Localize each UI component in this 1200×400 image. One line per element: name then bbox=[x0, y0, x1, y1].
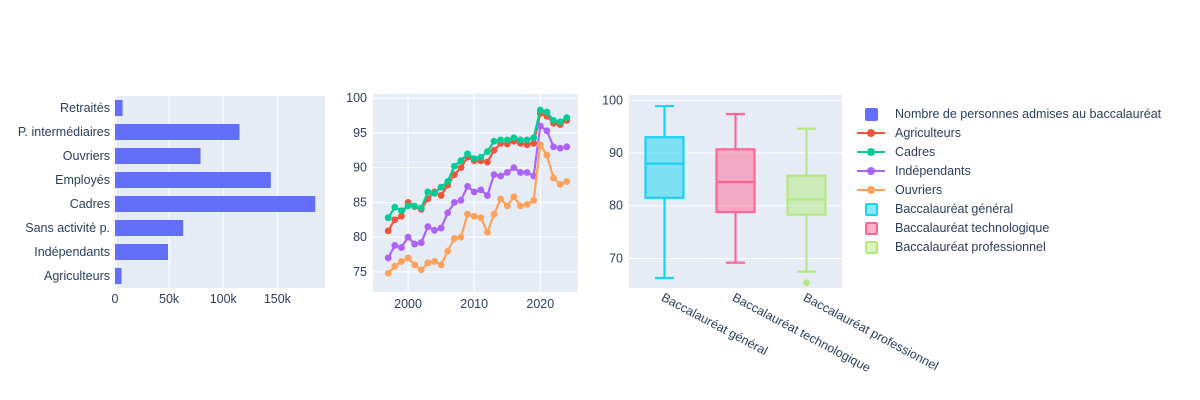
line-x-tick-label: 2010 bbox=[460, 297, 488, 311]
bar-category-label: Employés bbox=[55, 173, 110, 187]
bar[interactable] bbox=[115, 244, 169, 260]
box-y-tick-label: 90 bbox=[609, 146, 623, 160]
bar-category-label: P. intermédiaires bbox=[18, 125, 110, 139]
legend-item-label: Baccalauréat général bbox=[895, 201, 1014, 216]
bar-category-label: Cadres bbox=[70, 197, 110, 211]
bar[interactable] bbox=[115, 220, 184, 236]
box-y-tick-label: 100 bbox=[602, 93, 623, 107]
legend-item-label: Nombre de personnes admises au baccalaur… bbox=[895, 106, 1162, 121]
line-series[interactable] bbox=[384, 141, 571, 277]
line-chart: 75 80 85 90 95 100 2000 2010 2020 bbox=[346, 91, 578, 311]
line-y-tick-label: 75 bbox=[353, 265, 367, 279]
legend-item-bac-technologique[interactable]: Baccalauréat technologique bbox=[856, 218, 1161, 237]
line-swatch-icon bbox=[856, 126, 886, 140]
bar-x-tick-label: 50k bbox=[159, 292, 180, 306]
line-swatch-icon bbox=[856, 145, 886, 159]
line-y-tick-label: 100 bbox=[346, 91, 367, 105]
line-series[interactable] bbox=[384, 106, 571, 222]
legend-item-label: Cadres bbox=[895, 144, 936, 159]
line-series[interactable] bbox=[384, 122, 571, 262]
bar-swatch-icon bbox=[856, 107, 886, 121]
legend-item-ouvriers[interactable]: Ouvriers bbox=[856, 180, 1161, 199]
bar-x-tick-label: 100k bbox=[210, 292, 238, 306]
bar-category-label: Agriculteurs bbox=[44, 269, 110, 283]
legend: Nombre de personnes admises au baccalaur… bbox=[856, 104, 1161, 256]
line-swatch-icon bbox=[856, 183, 886, 197]
legend-item-bac-general[interactable]: Baccalauréat général bbox=[856, 199, 1161, 218]
bar[interactable] bbox=[115, 148, 201, 164]
bar-category-label: Sans activité p. bbox=[25, 221, 110, 235]
bar-x-tick-label: 150k bbox=[264, 292, 292, 306]
bar[interactable] bbox=[115, 124, 240, 140]
box-swatch-icon bbox=[856, 221, 886, 235]
bar-category-label: Retraités bbox=[60, 101, 110, 115]
bar[interactable] bbox=[115, 196, 316, 212]
bar[interactable] bbox=[115, 268, 122, 284]
bar-x-tick-label: 0 bbox=[112, 292, 119, 306]
legend-item-label: Baccalauréat professionnel bbox=[895, 239, 1046, 254]
box[interactable] bbox=[786, 127, 827, 287]
bar[interactable] bbox=[115, 100, 123, 116]
line-x-tick-label: 2000 bbox=[394, 297, 422, 311]
legend-item-independants[interactable]: Indépendants bbox=[856, 161, 1161, 180]
line-y-tick-label: 80 bbox=[353, 230, 367, 244]
bar-category-label: Indépendants bbox=[34, 245, 110, 259]
legend-item-label: Baccalauréat technologique bbox=[895, 220, 1050, 235]
legend-item-bac-professionnel[interactable]: Baccalauréat professionnel bbox=[856, 237, 1161, 256]
line-y-tick-label: 90 bbox=[353, 161, 367, 175]
bar-chart: 0 50k 100k 150k Retraités P. intermédiaires Ou… bbox=[18, 96, 325, 306]
legend-item-cadres[interactable]: Cadres bbox=[856, 142, 1161, 161]
bar-category-label: Ouvriers bbox=[63, 149, 110, 163]
box-swatch-icon bbox=[856, 202, 886, 216]
line-swatch-icon bbox=[856, 164, 886, 178]
box-y-tick-label: 70 bbox=[609, 251, 623, 265]
legend-item-label: Indépendants bbox=[895, 163, 971, 178]
box[interactable] bbox=[715, 112, 756, 264]
box-x-tick-label: Baccalauréat technologique bbox=[730, 290, 873, 375]
legend-item-label: Ouvriers bbox=[895, 182, 943, 197]
box-swatch-icon bbox=[856, 240, 886, 254]
box[interactable] bbox=[644, 104, 685, 280]
legend-item-bar-admissions[interactable]: Nombre de personnes admises au baccalaur… bbox=[856, 104, 1161, 123]
line-y-tick-label: 95 bbox=[353, 126, 367, 140]
line-x-tick-label: 2020 bbox=[526, 297, 554, 311]
bar[interactable] bbox=[115, 172, 271, 188]
line-y-tick-label: 85 bbox=[353, 195, 367, 209]
legend-item-label: Agriculteurs bbox=[895, 125, 961, 140]
legend-item-agriculteurs[interactable]: Agriculteurs bbox=[856, 123, 1161, 142]
box-y-tick-label: 80 bbox=[609, 199, 623, 213]
